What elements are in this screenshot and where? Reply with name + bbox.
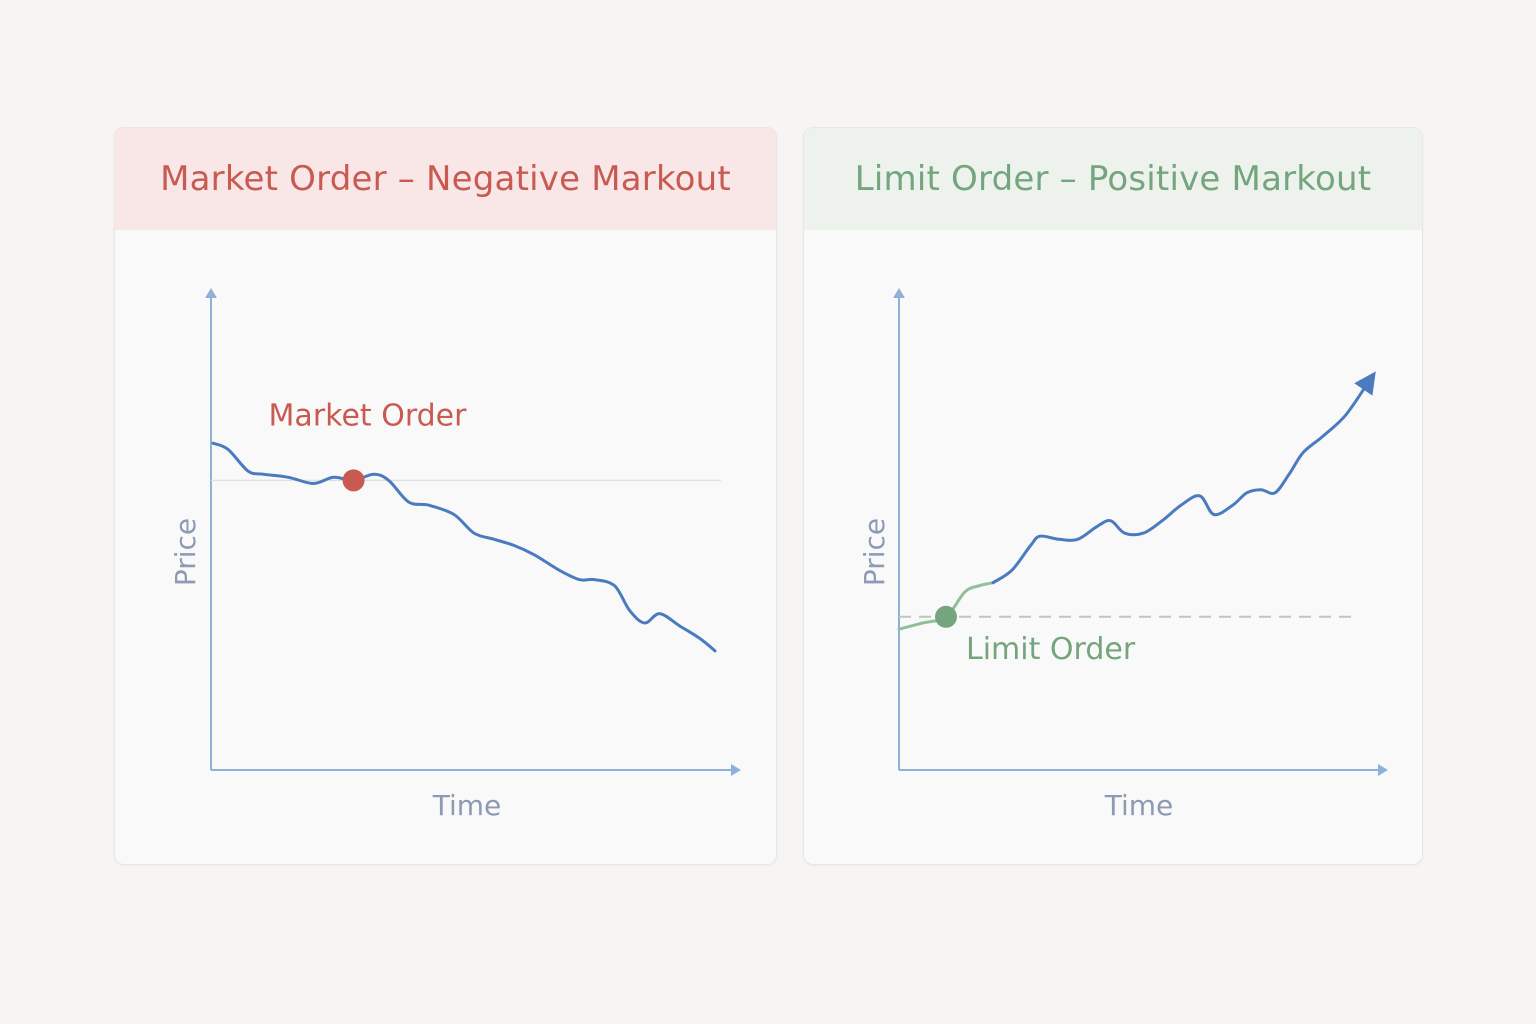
limit-order-chart: Time Price Limit Order: [858, 288, 1388, 822]
order-marker: [935, 605, 957, 628]
price-line-pre-fill: [897, 581, 995, 631]
price-line: [991, 379, 1371, 585]
x-axis-arrow-icon: [731, 764, 741, 776]
order-marker: [342, 469, 365, 492]
limit-order-panel-title: Limit Order – Positive Markout: [804, 128, 1422, 230]
limit-order-panel: Limit Order – Positive Markout Time Price…: [803, 127, 1423, 865]
y-axis-label: Price: [169, 518, 202, 586]
order-annotation-label: Limit Order: [966, 632, 1136, 667]
x-axis-label: Time: [1104, 789, 1174, 822]
y-axis-arrow-icon: [893, 288, 905, 298]
y-axis-arrow-icon: [205, 288, 217, 298]
market-order-chart: Time Price Market Order: [169, 288, 741, 822]
price-line: [211, 441, 717, 653]
x-axis-arrow-icon: [1378, 764, 1388, 776]
x-axis-label: Time: [432, 789, 502, 822]
trend-arrow-icon: [1354, 371, 1376, 396]
order-annotation-label: Market Order: [269, 398, 468, 433]
market-order-panel: Market Order – Negative Markout Time Pric…: [114, 127, 777, 865]
market-order-panel-title: Market Order – Negative Markout: [115, 128, 776, 230]
y-axis-label: Price: [858, 518, 891, 586]
